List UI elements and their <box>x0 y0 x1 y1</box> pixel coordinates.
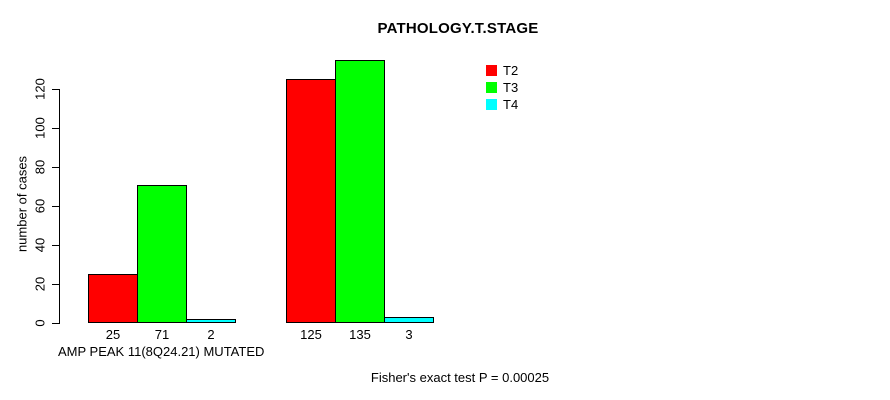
legend-swatch-t2 <box>486 65 497 76</box>
bar-t4-group1 <box>186 319 236 323</box>
y-tick-label: 120 <box>32 78 48 100</box>
y-tick-label: 100 <box>32 117 48 139</box>
y-tick-label: 40 <box>32 237 48 253</box>
chart-title: PATHOLOGY.T.STAGE <box>377 20 539 37</box>
stat-annotation: Fisher's exact test P = 0.00025 <box>370 370 550 385</box>
y-tick-label: 60 <box>32 198 48 214</box>
y-tick <box>52 89 59 90</box>
bar-t2-group2 <box>286 79 336 323</box>
y-tick-label: 80 <box>32 159 48 175</box>
bar-value-label: 2 <box>207 327 215 342</box>
bar-t2-group1 <box>88 274 138 323</box>
y-tick <box>52 128 59 129</box>
x-axis-label: AMP PEAK 11(8Q24.21) MUTATED <box>58 344 265 359</box>
y-tick-label: 0 <box>32 319 48 327</box>
y-tick-label: 20 <box>32 276 48 292</box>
legend-swatch-t3 <box>486 82 497 93</box>
legend-label-t2: T2 <box>503 63 519 78</box>
y-tick <box>52 284 59 285</box>
bar-value-label: 25 <box>105 327 121 342</box>
legend-swatch-t4 <box>486 99 497 110</box>
bar-value-label: 125 <box>300 327 322 342</box>
y-tick <box>52 206 59 207</box>
y-tick <box>52 245 59 246</box>
legend-label-t3: T3 <box>503 80 519 95</box>
bar-t3-group2 <box>335 60 385 323</box>
y-axis-line <box>59 89 60 324</box>
legend-label-t4: T4 <box>503 97 519 112</box>
y-axis-label: number of cases <box>14 155 30 253</box>
y-tick <box>52 167 59 168</box>
bar-value-label: 71 <box>154 327 170 342</box>
bar-value-label: 135 <box>349 327 371 342</box>
bar-t4-group2 <box>384 317 434 323</box>
bar-value-label: 3 <box>405 327 413 342</box>
bar-t3-group1 <box>137 185 187 323</box>
y-tick <box>52 323 59 324</box>
